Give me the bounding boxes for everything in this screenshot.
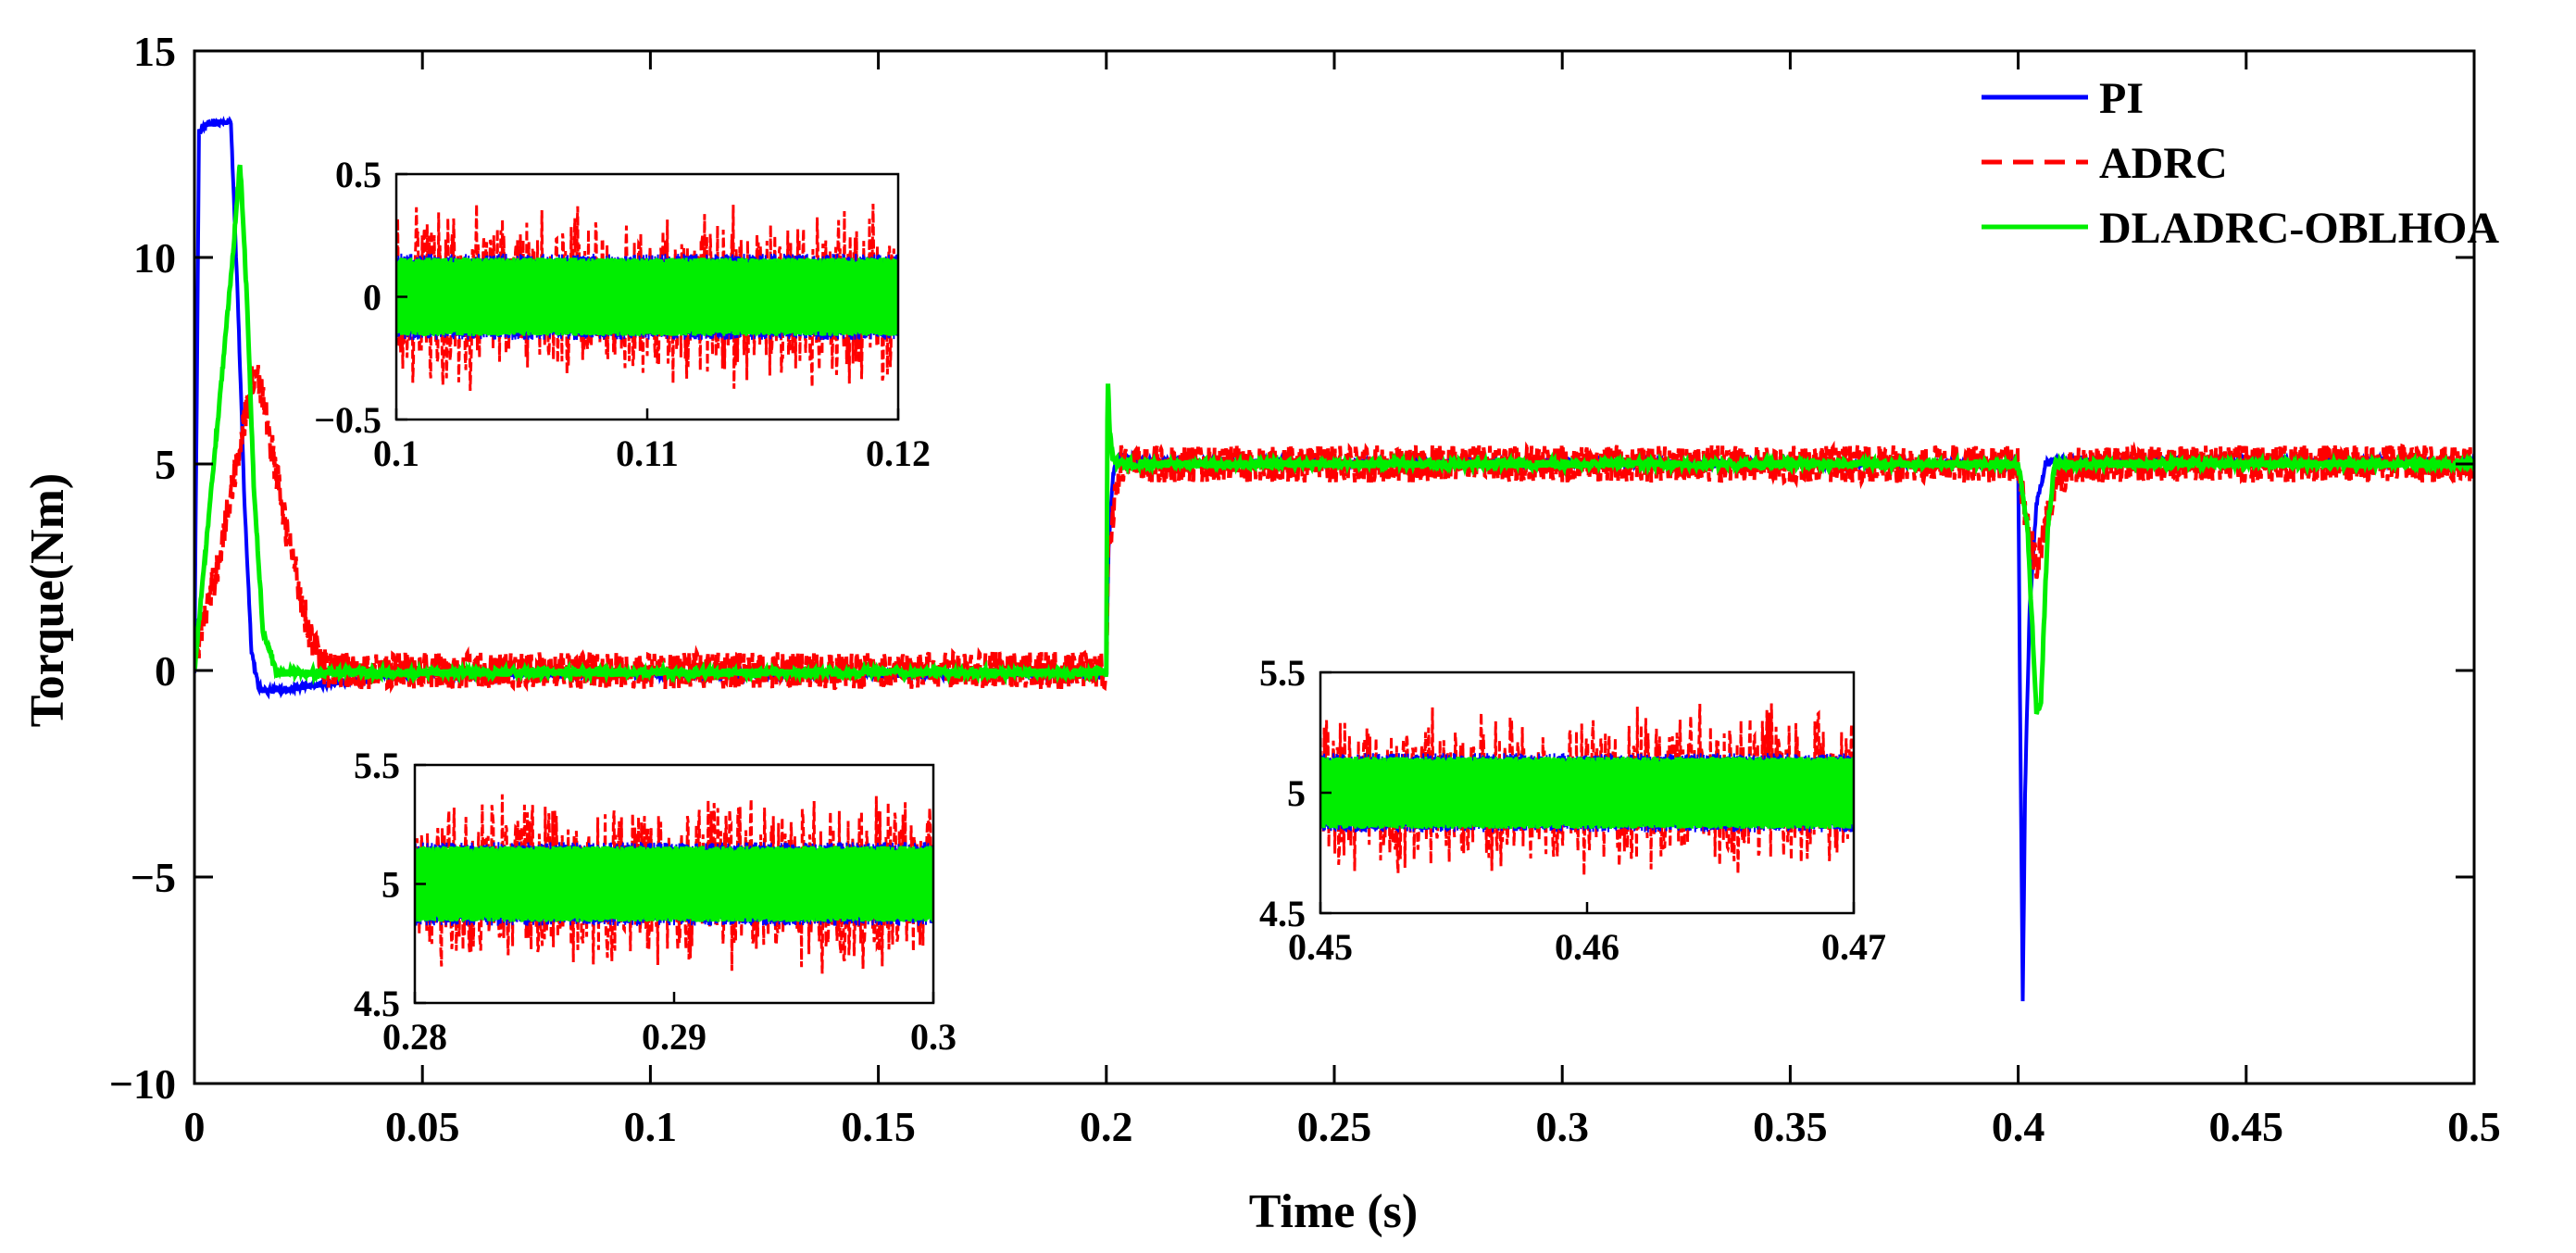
inset-x-tick-label: 0.29 [642,1016,707,1058]
x-tick-label: 0.1 [624,1103,678,1150]
inset-x-tick-label: 0.47 [1821,926,1886,968]
y-tick-label: 0 [155,647,176,695]
y-tick-label: 15 [133,28,176,75]
y-tick-label: −5 [131,854,176,901]
inset-y-tick-label: 5.5 [1259,652,1306,694]
inset-series-dladrc-oblhoa [1320,756,1854,830]
legend-label: PI [2099,74,2144,123]
main-plot: 0 0.05 0.1 0.15 0.2 0.25 0.3 0.35 0.4 0.45 0.5−10−… [109,28,2501,1150]
legend-label: ADRC [2099,139,2228,188]
y-tick-label: 5 [155,441,176,488]
inset-3: 0.45 0.46 0.47 4.5 5 5.5 [1259,652,1886,968]
inset-series-dladrc-oblhoa [415,846,933,922]
insets: 0.1 0.11 0.12−0.500.50.28 0.29 0.34.555.50.4… [314,154,1886,1058]
x-tick-label: 0.2 [1080,1103,1133,1150]
series-line-dladrc-oblhoa [194,164,2474,715]
x-tick-label: 0.4 [1992,1103,2045,1150]
x-tick-label: 0 [184,1103,206,1150]
inset-1: 0.1 0.11 0.12 −0.5 0 0.5 [314,154,931,474]
x-tick-label: 0.3 [1535,1103,1589,1150]
legend-label: DLADRC-OBLHOA [2099,204,2499,253]
inset-x-tick-label: 0.28 [382,1016,447,1058]
inset-series-dladrc-oblhoa [396,257,898,336]
y-tick-label: −10 [109,1060,176,1108]
x-tick-label: 0.05 [385,1103,460,1150]
inset-y-tick-label: 4.5 [1259,893,1306,934]
legend: PI ADRC DLADRC-OBLHOA [1982,74,2499,253]
inset-y-tick-label: 0.5 [335,154,381,195]
inset-x-tick-label: 0.11 [616,432,679,474]
inset-y-tick-label: −0.5 [314,399,381,441]
x-tick-label: 0.35 [1753,1103,1828,1150]
inset-x-tick-label: 0.3 [910,1016,957,1058]
inset-y-tick-label: 0 [363,277,381,319]
x-tick-label: 0.45 [2209,1103,2284,1150]
inset-2: 0.28 0.29 0.3 4.5 5 5.5 [354,745,957,1058]
inset-x-tick-label: 0.46 [1555,926,1619,968]
x-tick-label: 0.5 [2447,1103,2501,1150]
inset-x-tick-label: 0.1 [373,432,419,474]
inset-y-tick-label: 5 [1287,772,1306,814]
inset-y-tick-label: 5.5 [354,745,400,786]
x-axis-label: Time (s) [1249,1185,1418,1238]
y-tick-label: 10 [133,234,176,282]
inset-y-tick-label: 4.5 [354,983,400,1024]
y-axis-label: Torque(Nm) [21,473,74,727]
inset-x-tick-label: 0.12 [866,432,931,474]
x-tick-label: 0.25 [1297,1103,1372,1150]
x-tick-label: 0.15 [841,1103,916,1150]
inset-x-tick-label: 0.45 [1288,926,1353,968]
inset-y-tick-label: 5 [381,864,400,906]
